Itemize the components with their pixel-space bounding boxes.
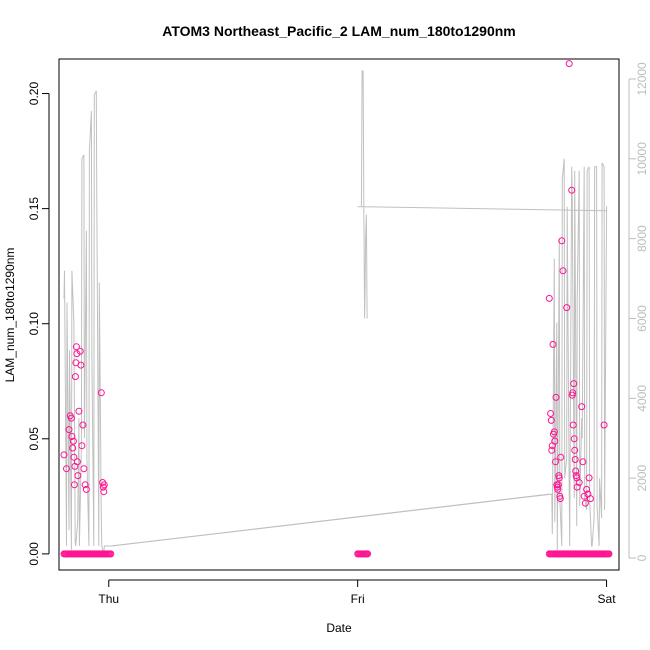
data-point	[72, 343, 80, 351]
data-point	[80, 465, 88, 473]
data-point	[578, 403, 586, 411]
data-point	[571, 456, 579, 463]
data-point	[547, 410, 555, 417]
y2-tick-label: 6000	[635, 305, 649, 332]
secondary-line-layer	[63, 70, 608, 555]
series-line-1	[111, 493, 550, 547]
series-line-3	[357, 206, 607, 212]
data-point	[79, 421, 87, 429]
x-tick-label: Thu	[98, 592, 119, 606]
chart-title: ATOM3 Northeast_Pacific_2 LAM_num_180to1…	[162, 23, 516, 39]
axes-layer: 0.00 0.05 0.10 0.15 0.20 0 2000 4000 6000 8000 100…	[27, 62, 649, 606]
data-point	[97, 389, 105, 397]
data-point	[63, 465, 70, 473]
y-tick-label: 0.05	[27, 427, 41, 451]
data-point	[77, 361, 85, 369]
data-point	[73, 458, 81, 466]
y-tick-label: 0.20	[27, 82, 41, 106]
data-point	[549, 340, 557, 348]
data-point	[70, 481, 78, 489]
data-point	[569, 389, 577, 397]
data-point	[75, 407, 83, 415]
y2-tick-label: 4000	[635, 385, 649, 412]
data-point	[559, 267, 567, 275]
data-point	[563, 304, 571, 312]
data-point	[600, 421, 608, 429]
data-point	[579, 458, 587, 466]
y-tick-label: 0.10	[27, 312, 41, 336]
data-point	[570, 380, 578, 388]
y-axis-label: LAM_num_180to1290nm	[3, 248, 17, 383]
x-tick-label: Fri	[351, 592, 365, 606]
data-point	[71, 373, 79, 381]
y-tick-label: 0.15	[27, 197, 41, 221]
data-point	[548, 446, 556, 454]
data-point	[568, 186, 576, 194]
data-point-zero	[605, 550, 613, 558]
x-axis-label: Date	[326, 621, 352, 635]
data-point	[551, 437, 559, 445]
x-tick-label: Sat	[598, 592, 617, 606]
data-point	[65, 426, 73, 434]
y2-tick-label: 10000	[635, 142, 649, 176]
series-line-2	[360, 70, 368, 319]
data-point	[67, 414, 75, 422]
data-point	[68, 433, 76, 440]
data-point	[575, 479, 583, 486]
data-point	[82, 485, 90, 493]
data-point	[547, 416, 555, 424]
data-point	[554, 485, 562, 493]
y2-tick-label: 12000	[635, 62, 649, 96]
data-point	[76, 347, 84, 355]
data-point	[69, 437, 77, 445]
data-point	[558, 237, 566, 245]
data-point	[550, 428, 558, 436]
data-point	[555, 474, 563, 482]
data-point-zero	[107, 550, 115, 558]
data-point	[60, 451, 68, 459]
data-point	[552, 393, 560, 401]
data-point	[573, 483, 581, 491]
y2-tick-label: 0	[635, 554, 649, 561]
data-point-zero	[364, 550, 372, 558]
data-point	[585, 474, 593, 482]
y2-tick-label: 2000	[635, 465, 649, 492]
data-point	[554, 481, 562, 489]
y-tick-label: 0.00	[27, 542, 41, 566]
data-point	[565, 60, 573, 68]
series-line-0	[63, 90, 608, 555]
data-point	[100, 488, 108, 496]
data-point	[70, 453, 78, 461]
data-point	[571, 446, 579, 454]
y2-tick-label: 8000	[635, 225, 649, 252]
data-point	[81, 481, 89, 489]
data-point	[572, 467, 580, 475]
plot-frame	[58, 58, 620, 571]
data-point	[581, 499, 589, 507]
data-point	[100, 481, 108, 489]
data-point	[586, 495, 594, 503]
data-point	[556, 495, 564, 503]
data-point	[545, 294, 553, 302]
data-point	[583, 485, 591, 493]
points-layer	[60, 60, 613, 558]
data-point	[78, 442, 86, 450]
data-point	[74, 472, 82, 480]
data-point	[557, 453, 565, 461]
data-point	[552, 458, 559, 466]
data-point	[570, 435, 578, 443]
data-point	[69, 444, 77, 452]
data-point	[569, 421, 577, 429]
data-point	[580, 492, 588, 500]
